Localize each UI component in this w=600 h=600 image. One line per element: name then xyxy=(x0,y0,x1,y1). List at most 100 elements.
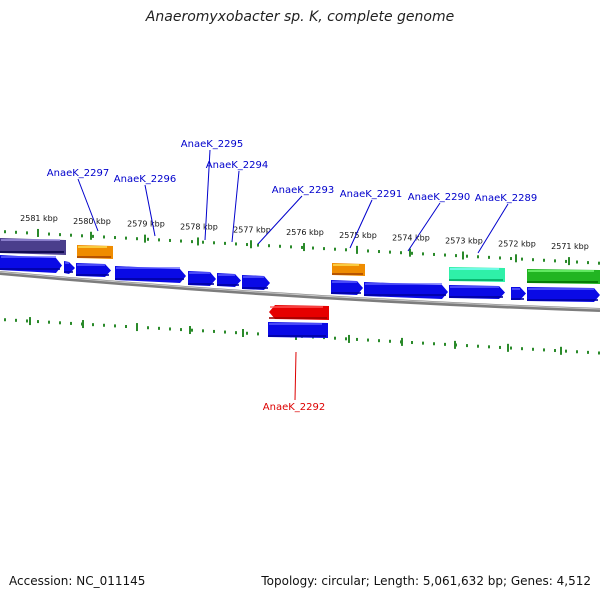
minor-tick xyxy=(301,245,303,249)
minor-tick xyxy=(224,330,226,334)
gene-forward-2296[interactable] xyxy=(115,266,186,283)
tick-label: 2573 kbp xyxy=(445,236,483,245)
gene-forward-3[interactable] xyxy=(511,287,526,300)
gene-forward-4[interactable] xyxy=(527,287,600,302)
purple-feature[interactable] xyxy=(0,238,66,255)
minor-tick xyxy=(466,344,468,348)
major-tick xyxy=(303,243,305,252)
minor-tick xyxy=(532,347,534,351)
minor-tick xyxy=(92,323,94,327)
minor-tick xyxy=(389,339,391,343)
teal-feature[interactable] xyxy=(449,267,505,282)
gene-reverse-2292-cds[interactable] xyxy=(268,322,328,338)
minor-tick xyxy=(202,240,204,244)
major-tick xyxy=(136,323,138,332)
green-feature[interactable] xyxy=(527,269,600,284)
minor-tick xyxy=(499,345,501,349)
gene-forward-2293[interactable] xyxy=(242,275,270,290)
minor-tick xyxy=(334,247,336,251)
minor-tick xyxy=(510,346,512,350)
minor-tick xyxy=(576,260,578,264)
orange-feature-2297[interactable] xyxy=(77,245,113,259)
minor-tick xyxy=(477,344,479,348)
label-leader xyxy=(407,202,441,252)
minor-tick xyxy=(356,337,358,341)
gene-label[interactable]: AnaeK_2289 xyxy=(475,193,537,204)
minor-tick xyxy=(92,234,94,238)
orange-feature-2291[interactable] xyxy=(332,263,365,276)
major-tick xyxy=(348,334,350,343)
minor-tick xyxy=(444,253,446,257)
minor-tick xyxy=(400,251,402,255)
minor-tick xyxy=(4,318,6,322)
gene-forward-2297[interactable] xyxy=(76,263,111,277)
gene-label[interactable]: AnaeK_2290 xyxy=(408,192,470,203)
minor-tick xyxy=(246,331,248,335)
minor-tick xyxy=(15,230,17,234)
minor-tick xyxy=(411,251,413,255)
minor-tick xyxy=(455,254,457,258)
minor-tick xyxy=(136,237,138,241)
backbone-layer xyxy=(0,271,600,312)
minor-tick xyxy=(466,254,468,258)
gene-forward-2[interactable] xyxy=(64,261,75,274)
tick-label: 2577 kbp xyxy=(233,225,271,234)
minor-tick xyxy=(477,255,479,259)
gene-forward-2291[interactable] xyxy=(331,280,363,295)
minor-tick xyxy=(422,341,424,345)
minor-tick xyxy=(169,238,171,242)
minor-tick xyxy=(576,350,578,354)
minor-tick xyxy=(48,232,50,236)
minor-tick xyxy=(81,234,83,238)
gene-forward-2289[interactable] xyxy=(449,285,505,299)
minor-tick xyxy=(323,247,325,251)
minor-tick xyxy=(257,243,259,247)
genome-backbone-highlight xyxy=(0,271,600,310)
gene-label[interactable]: AnaeK_2293 xyxy=(272,185,334,196)
tick-label: 2579 kbp xyxy=(127,220,165,229)
major-tick xyxy=(454,340,456,349)
minor-tick xyxy=(433,342,435,346)
minor-tick xyxy=(488,255,490,259)
minor-tick xyxy=(290,245,292,249)
tick-label: 2580 kbp xyxy=(73,217,111,226)
gene-label[interactable]: AnaeK_2292 xyxy=(263,402,325,413)
minor-tick xyxy=(257,332,259,336)
major-tick xyxy=(568,257,570,266)
label-leader xyxy=(349,199,373,249)
minor-tick xyxy=(158,326,160,330)
minor-tick xyxy=(367,249,369,253)
minor-tick xyxy=(433,252,435,256)
gene-label[interactable]: AnaeK_2295 xyxy=(181,139,243,150)
gene-label[interactable]: AnaeK_2297 xyxy=(47,168,109,179)
minor-tick xyxy=(213,329,215,333)
minor-tick xyxy=(70,233,72,237)
minor-tick xyxy=(268,244,270,248)
feature-layer xyxy=(0,238,600,338)
major-tick xyxy=(90,231,92,240)
minor-tick xyxy=(554,259,556,263)
minor-tick xyxy=(224,241,226,245)
label-leader xyxy=(294,351,297,401)
gene-label[interactable]: AnaeK_2291 xyxy=(340,189,402,200)
gene-label[interactable]: AnaeK_2296 xyxy=(114,174,176,185)
gene-label[interactable]: AnaeK_2294 xyxy=(206,160,268,171)
gene-forward-1[interactable] xyxy=(0,255,62,273)
label-leader-lines xyxy=(77,149,509,401)
minor-tick xyxy=(158,238,160,242)
minor-tick xyxy=(235,242,237,246)
gene-forward-2295[interactable] xyxy=(188,271,216,286)
minor-tick xyxy=(279,244,281,248)
gene-forward-2294[interactable] xyxy=(217,273,241,287)
minor-tick xyxy=(543,348,545,352)
major-tick xyxy=(144,234,146,243)
major-tick xyxy=(515,254,517,263)
gene-reverse-2292[interactable] xyxy=(269,305,329,320)
tick-label: 2575 kbp xyxy=(339,231,377,240)
minor-tick xyxy=(59,321,61,325)
minor-tick xyxy=(345,248,347,252)
minor-tick xyxy=(521,257,523,261)
gene-forward-2290[interactable] xyxy=(364,282,448,299)
